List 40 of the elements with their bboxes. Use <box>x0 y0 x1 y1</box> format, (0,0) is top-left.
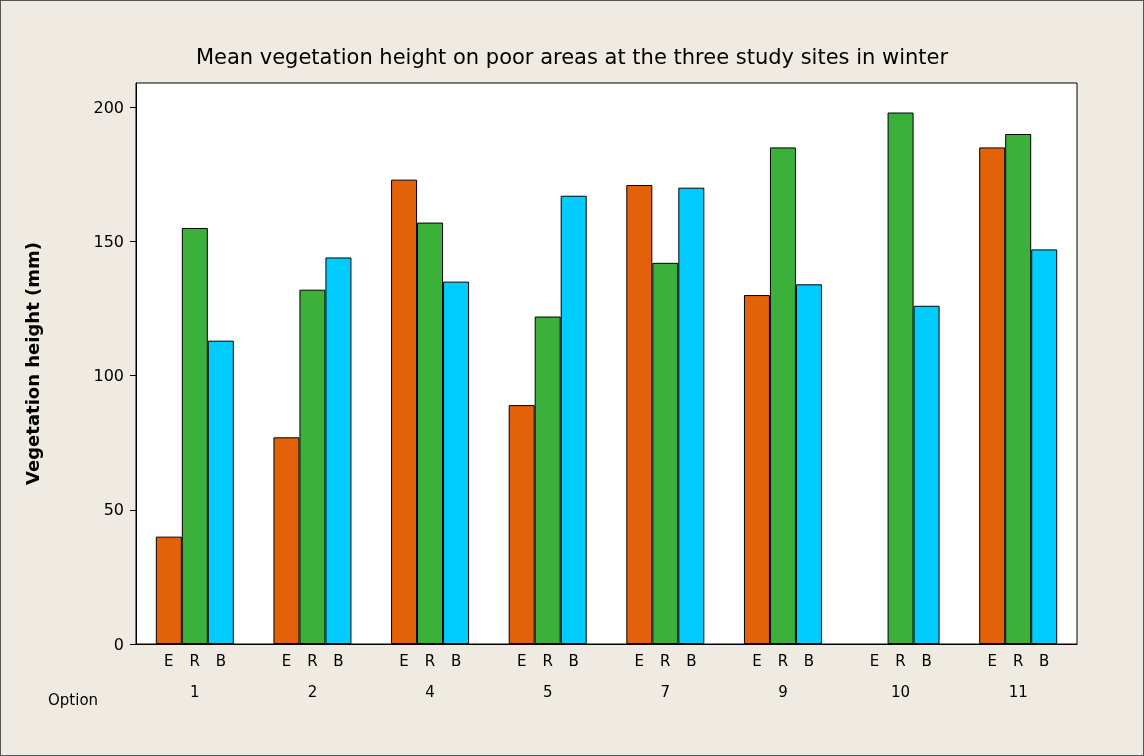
x-tick-label: 4 <box>425 683 435 701</box>
y-tick-label: 200 <box>93 97 124 117</box>
text: E <box>399 652 409 670</box>
y-tick-label: 100 <box>93 366 124 386</box>
y-axis-title: Vegetation height (mm) <box>21 242 43 485</box>
text: B <box>686 652 697 670</box>
series-label: E <box>164 652 174 670</box>
x-tick-label: 7 <box>660 683 671 701</box>
series-label: R <box>189 652 201 670</box>
text: B <box>1039 652 1050 670</box>
text: R <box>660 652 671 670</box>
text: E <box>634 652 645 670</box>
text: E <box>869 652 880 670</box>
text: R <box>777 652 789 670</box>
x-tick-label: 10 <box>891 683 911 701</box>
text: B <box>921 652 932 670</box>
text: E <box>281 652 292 670</box>
text: E <box>752 652 762 670</box>
series-label: B <box>215 652 226 670</box>
text: B <box>803 652 815 670</box>
y-tick-label: 0 <box>113 634 124 654</box>
text: E <box>516 652 527 670</box>
text: R <box>895 652 906 670</box>
x-tick-label: 1 <box>190 683 200 701</box>
text: R <box>424 652 436 670</box>
y-tick-label: 150 <box>93 231 124 251</box>
x-tick-label: 2 <box>307 683 318 701</box>
text: E <box>987 652 997 670</box>
text: R <box>1012 652 1024 670</box>
text: B <box>333 652 344 670</box>
text: R <box>307 652 318 670</box>
text: B <box>450 652 462 670</box>
x-tick-label: 9 <box>778 683 788 701</box>
chart-title: Mean vegetation height on poor areas at the three study sites in winter <box>195 44 949 69</box>
y-tick-label: 50 <box>103 500 124 520</box>
x-tick-label: 11 <box>1008 683 1028 701</box>
text: R <box>542 652 553 670</box>
x-tick-label: 5 <box>542 683 553 701</box>
text: B <box>568 652 579 670</box>
x-axis-title: Option <box>48 690 99 709</box>
